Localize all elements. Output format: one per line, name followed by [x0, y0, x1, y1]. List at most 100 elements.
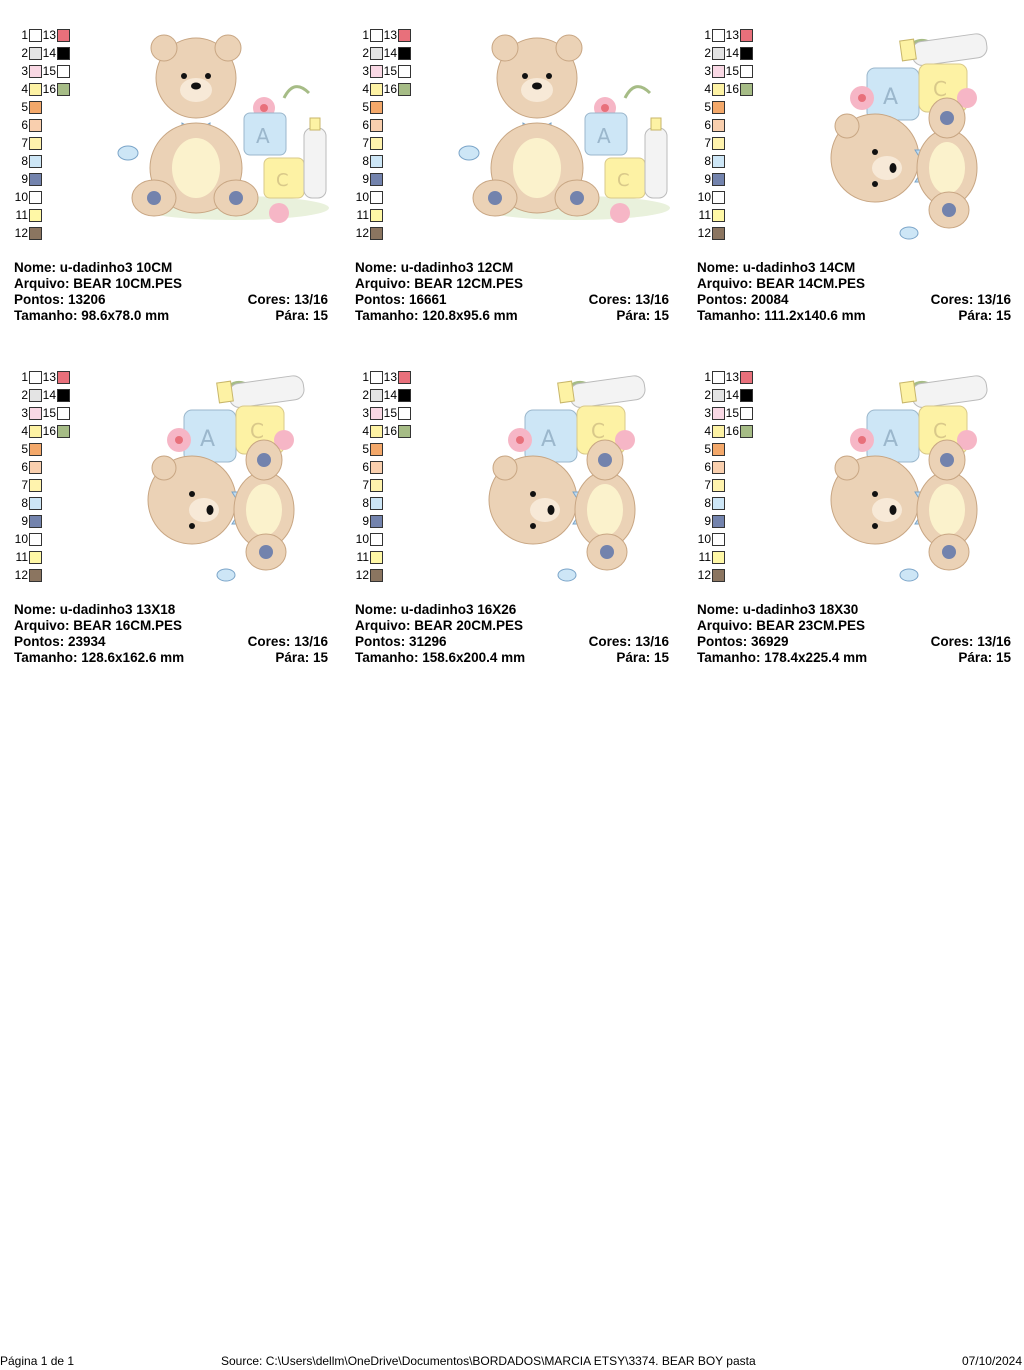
arquivo-label: Arquivo:	[697, 276, 753, 291]
color-number: 3	[362, 406, 369, 420]
cores-label: Cores:	[247, 292, 291, 307]
color-count: 13/16	[294, 292, 328, 307]
tamanho-label: Tamanho:	[14, 650, 78, 665]
color-swatch	[712, 425, 725, 438]
stop-count: 15	[653, 650, 669, 665]
color-number: 2	[362, 46, 369, 60]
color-swatch	[370, 191, 383, 204]
color-number: 9	[362, 514, 369, 528]
color-number: 10	[355, 532, 369, 546]
color-number: 6	[704, 460, 711, 474]
color-number: 15	[42, 64, 56, 78]
color-swatch	[712, 119, 725, 132]
design-preview: A C	[797, 28, 1017, 243]
color-count: 13/16	[635, 634, 669, 649]
color-swatch	[740, 425, 753, 438]
color-number: 1	[362, 28, 369, 42]
color-swatch	[712, 29, 725, 42]
color-number: 8	[21, 496, 28, 510]
color-number: 11	[15, 208, 28, 222]
color-swatch	[398, 389, 411, 402]
color-number: 8	[704, 496, 711, 510]
color-swatch	[712, 101, 725, 114]
pontos-label: Pontos:	[355, 292, 406, 307]
color-swatch	[370, 65, 383, 78]
color-number: 15	[725, 64, 739, 78]
color-number: 3	[21, 64, 28, 78]
color-number: 13	[725, 370, 739, 384]
svg-text:C: C	[933, 77, 947, 101]
para-label: Pára:	[275, 308, 310, 323]
embroidery-preview: A C	[830, 33, 988, 240]
pontos-label: Pontos:	[14, 292, 65, 307]
color-number: 8	[21, 154, 28, 168]
color-swatch	[370, 389, 383, 402]
color-number: 16	[383, 82, 397, 96]
embroidery-preview: A C	[830, 375, 988, 582]
color-swatch	[712, 407, 725, 420]
color-number: 5	[362, 100, 369, 114]
design-card: 1 2 3 4 5 6 7 8 9 10	[14, 370, 334, 670]
design-info: Nome: u-dadinho3 13X18 Arquivo: BEAR 16C…	[14, 602, 328, 666]
color-number: 7	[362, 478, 369, 492]
color-number: 2	[704, 46, 711, 60]
color-number: 12	[355, 568, 369, 582]
color-swatch	[29, 461, 42, 474]
embroidery-preview: A C	[117, 34, 329, 223]
design-name: u-dadinho3 10CM	[59, 260, 173, 275]
color-number: 16	[42, 424, 56, 438]
para-label: Pára:	[958, 308, 993, 323]
color-number: 1	[21, 28, 28, 42]
color-number: 10	[14, 190, 28, 204]
color-number: 3	[21, 406, 28, 420]
color-number: 12	[14, 226, 28, 240]
color-swatch	[57, 389, 70, 402]
color-swatch	[370, 425, 383, 438]
color-number: 7	[704, 478, 711, 492]
color-swatch	[712, 155, 725, 168]
stop-count: 15	[995, 308, 1011, 323]
color-swatch	[370, 47, 383, 60]
color-number: 2	[21, 388, 28, 402]
color-swatch	[712, 461, 725, 474]
nome-label: Nome:	[14, 602, 57, 617]
color-number: 4	[362, 424, 369, 438]
color-swatch	[57, 407, 70, 420]
color-swatch	[29, 407, 42, 420]
color-swatch	[370, 173, 383, 186]
color-swatch	[740, 389, 753, 402]
stitch-count: 13206	[68, 292, 106, 307]
color-swatch	[712, 47, 725, 60]
color-number: 1	[704, 370, 711, 384]
svg-text:C: C	[276, 170, 289, 191]
cores-label: Cores:	[588, 634, 632, 649]
color-count: 13/16	[294, 634, 328, 649]
color-number: 6	[362, 118, 369, 132]
svg-text:A: A	[200, 427, 215, 452]
design-info: Nome: u-dadinho3 14CM Arquivo: BEAR 14CM…	[697, 260, 1011, 324]
color-swatch	[29, 569, 42, 582]
color-swatch	[29, 389, 42, 402]
file-name: BEAR 12CM.PES	[414, 276, 524, 291]
color-swatch	[57, 29, 70, 42]
color-swatch	[29, 65, 42, 78]
color-number: 6	[21, 118, 28, 132]
color-swatch	[370, 209, 383, 222]
source-path: Source: C:\Users\dellm\OneDrive\Document…	[221, 1354, 756, 1368]
color-number: 14	[42, 388, 56, 402]
tamanho-label: Tamanho:	[697, 650, 761, 665]
file-name: BEAR 10CM.PES	[73, 276, 183, 291]
color-swatch	[712, 551, 725, 564]
color-swatch	[370, 371, 383, 384]
color-number: 3	[362, 64, 369, 78]
pontos-label: Pontos:	[14, 634, 65, 649]
color-swatch	[398, 83, 411, 96]
design-card: 1 2 3 4 5 6 7 8 9 10	[697, 370, 1017, 670]
nome-label: Nome:	[355, 260, 398, 275]
color-swatch	[370, 119, 383, 132]
color-number: 11	[698, 208, 711, 222]
color-swatch	[370, 155, 383, 168]
para-label: Pára:	[958, 650, 993, 665]
design-info: Nome: u-dadinho3 10CM Arquivo: BEAR 10CM…	[14, 260, 328, 324]
color-number: 15	[383, 64, 397, 78]
